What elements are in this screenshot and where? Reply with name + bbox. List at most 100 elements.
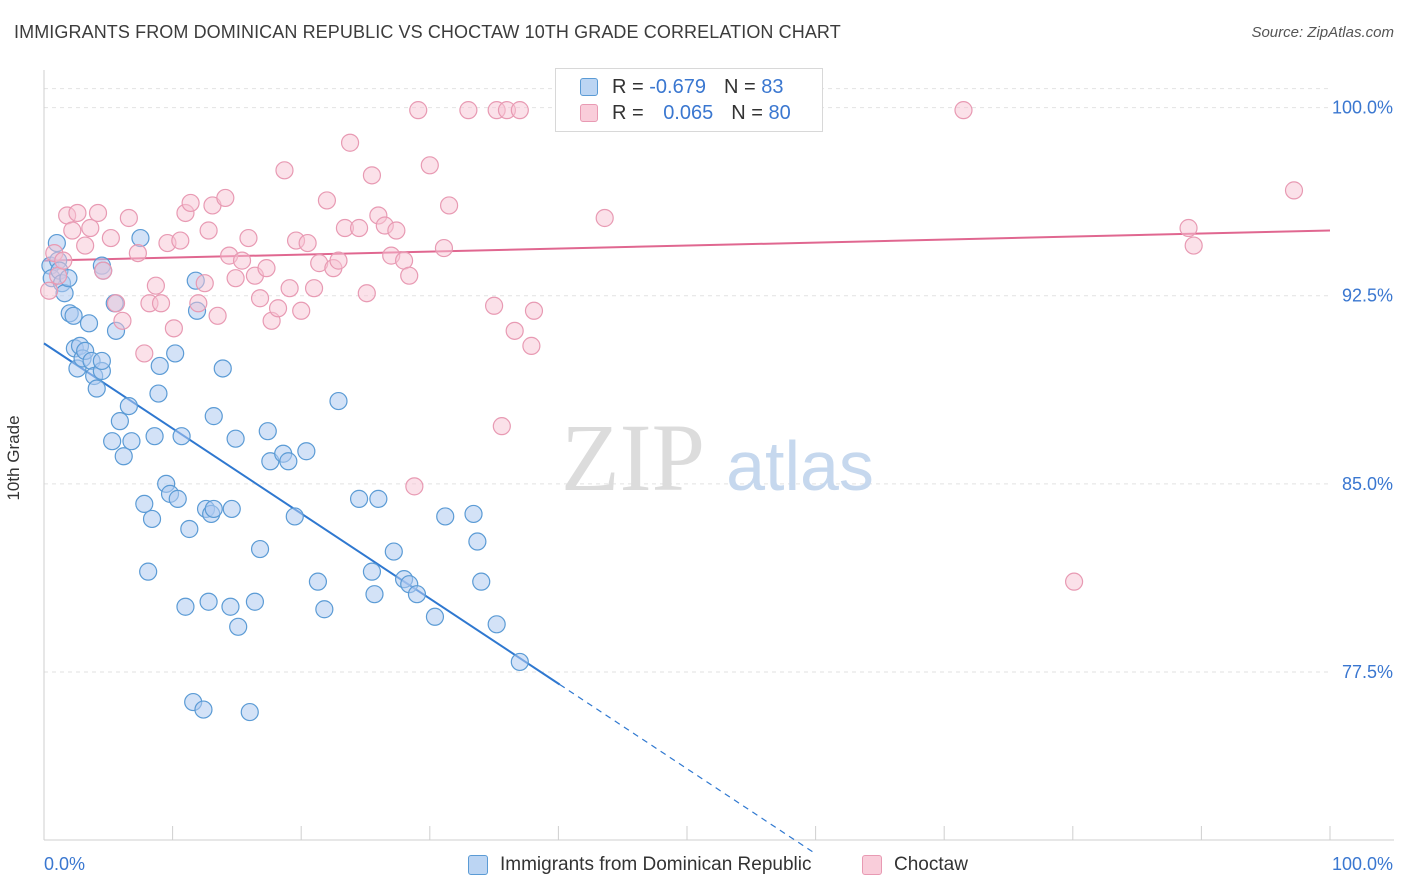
- bottom-legend-label: Immigrants from Dominican Republic: [500, 854, 812, 875]
- data-point-dominican-republic: [64, 306, 83, 325]
- data-point-choctaw: [49, 266, 68, 285]
- data-point-dominican-republic: [365, 585, 384, 604]
- data-point-choctaw: [510, 101, 529, 120]
- data-point-dominican-republic: [222, 499, 241, 519]
- data-point-dominican-republic: [285, 507, 304, 526]
- bottom-legend-label: Choctaw: [894, 854, 968, 875]
- watermark-zip: ZIP: [561, 404, 705, 511]
- legend-swatch-blue: [580, 78, 598, 96]
- legend-r-value: 0.065: [663, 101, 714, 124]
- trend-line-choctaw: [43, 229, 1331, 262]
- data-point-choctaw: [317, 191, 337, 210]
- data-point-choctaw: [505, 321, 524, 340]
- data-point-choctaw: [954, 101, 973, 120]
- data-point-dominican-republic: [119, 396, 138, 416]
- data-point-dominican-republic: [472, 572, 491, 591]
- data-point-dominican-republic: [135, 494, 154, 514]
- series-choctaw-points: [40, 101, 1304, 591]
- tick-labels: 77.5% 85.0% 92.5% 100.0% 0.0% 100.0%: [44, 98, 1393, 874]
- data-point-choctaw: [171, 231, 190, 250]
- data-point-choctaw: [195, 274, 214, 293]
- data-point-dominican-republic: [103, 432, 122, 451]
- data-point-choctaw: [106, 294, 126, 313]
- watermark: ZIP atlas: [561, 404, 874, 511]
- data-point-dominican-republic: [436, 507, 455, 526]
- axes: [43, 70, 1394, 841]
- data-point-choctaw: [349, 218, 369, 238]
- legend-r-value: -0.679: [649, 75, 706, 98]
- data-point-dominican-republic: [245, 592, 265, 611]
- data-point-dominican-republic: [487, 615, 506, 634]
- grid-lines: [44, 88, 1330, 673]
- data-point-dominican-republic: [110, 412, 129, 431]
- legend-row-dominican-republic: R = -0.679 N = 83: [580, 74, 783, 100]
- data-point-choctaw: [329, 251, 348, 270]
- data-point-choctaw: [595, 208, 614, 228]
- legend-r-label: R =: [612, 75, 644, 98]
- data-point-dominican-republic: [329, 391, 348, 411]
- data-point-dominican-republic: [199, 592, 218, 611]
- data-point-dominican-republic: [194, 700, 213, 719]
- bottom-legend-dominican-republic: Immigrants from Dominican Republic: [468, 852, 812, 878]
- data-point-dominican-republic: [221, 597, 240, 616]
- data-point-choctaw: [257, 259, 276, 278]
- data-point-dominican-republic: [122, 432, 141, 451]
- bottom-legend-swatch-pink: [862, 855, 882, 875]
- data-point-choctaw: [340, 133, 360, 152]
- data-point-dominican-republic: [510, 652, 529, 672]
- data-point-dominican-republic: [258, 422, 277, 441]
- data-point-choctaw: [292, 301, 311, 320]
- data-point-dominican-republic: [384, 542, 403, 561]
- data-point-dominican-republic: [308, 572, 328, 591]
- data-point-dominican-republic: [142, 509, 162, 529]
- source-label: Source: ZipAtlas.com: [1251, 24, 1394, 41]
- data-point-choctaw: [405, 477, 424, 496]
- data-point-dominican-republic: [180, 519, 199, 539]
- data-point-choctaw: [304, 279, 324, 298]
- data-point-choctaw: [268, 299, 288, 318]
- data-point-dominican-republic: [166, 344, 185, 363]
- data-point-choctaw: [88, 203, 108, 223]
- data-point-dominican-republic: [114, 447, 133, 466]
- data-point-dominican-republic: [349, 489, 369, 508]
- data-point-choctaw: [232, 251, 252, 270]
- data-point-choctaw: [40, 281, 59, 300]
- data-point-choctaw: [275, 161, 294, 180]
- data-point-choctaw: [68, 203, 87, 223]
- watermark-atlas: atlas: [726, 427, 874, 505]
- data-point-choctaw: [280, 279, 299, 298]
- data-point-choctaw: [459, 101, 478, 120]
- data-point-choctaw: [151, 294, 171, 313]
- data-point-choctaw: [208, 306, 227, 325]
- trend-line-dominican-republic-extension: [559, 683, 816, 855]
- stats-legend: R = -0.679 N = 83 R = 0.065 N = 80: [555, 68, 823, 132]
- data-point-choctaw: [362, 166, 382, 185]
- data-point-dominican-republic: [131, 228, 150, 248]
- y-tick-label: 100.0%: [1332, 98, 1393, 118]
- data-point-dominican-republic: [204, 407, 223, 426]
- data-point-dominican-republic: [168, 489, 187, 508]
- y-axis-title: 10th Grade: [4, 415, 23, 501]
- data-point-dominican-republic: [369, 489, 388, 508]
- legend-row-choctaw: R = 0.065 N = 80: [580, 100, 791, 126]
- data-point-dominican-republic: [150, 356, 169, 376]
- data-point-dominican-republic: [145, 427, 164, 446]
- x-tick-label-start: 0.0%: [44, 854, 85, 874]
- data-point-choctaw: [420, 156, 439, 175]
- data-point-dominican-republic: [315, 600, 334, 619]
- legend-n-label: N =: [731, 101, 763, 124]
- data-point-choctaw: [119, 208, 138, 228]
- data-point-dominican-republic: [229, 617, 248, 636]
- data-point-choctaw: [1064, 572, 1084, 591]
- data-point-choctaw: [128, 243, 147, 263]
- trend-lines: [43, 229, 1331, 855]
- data-point-choctaw: [94, 261, 113, 280]
- data-point-choctaw: [485, 296, 504, 315]
- legend-n-value: 83: [761, 75, 784, 98]
- bottom-legend-swatch-blue: [468, 855, 488, 875]
- data-point-choctaw: [1179, 218, 1198, 238]
- data-point-dominican-republic: [55, 284, 74, 303]
- data-point-dominican-republic: [464, 504, 483, 524]
- data-point-choctaw: [239, 228, 258, 248]
- data-point-choctaw: [226, 269, 245, 288]
